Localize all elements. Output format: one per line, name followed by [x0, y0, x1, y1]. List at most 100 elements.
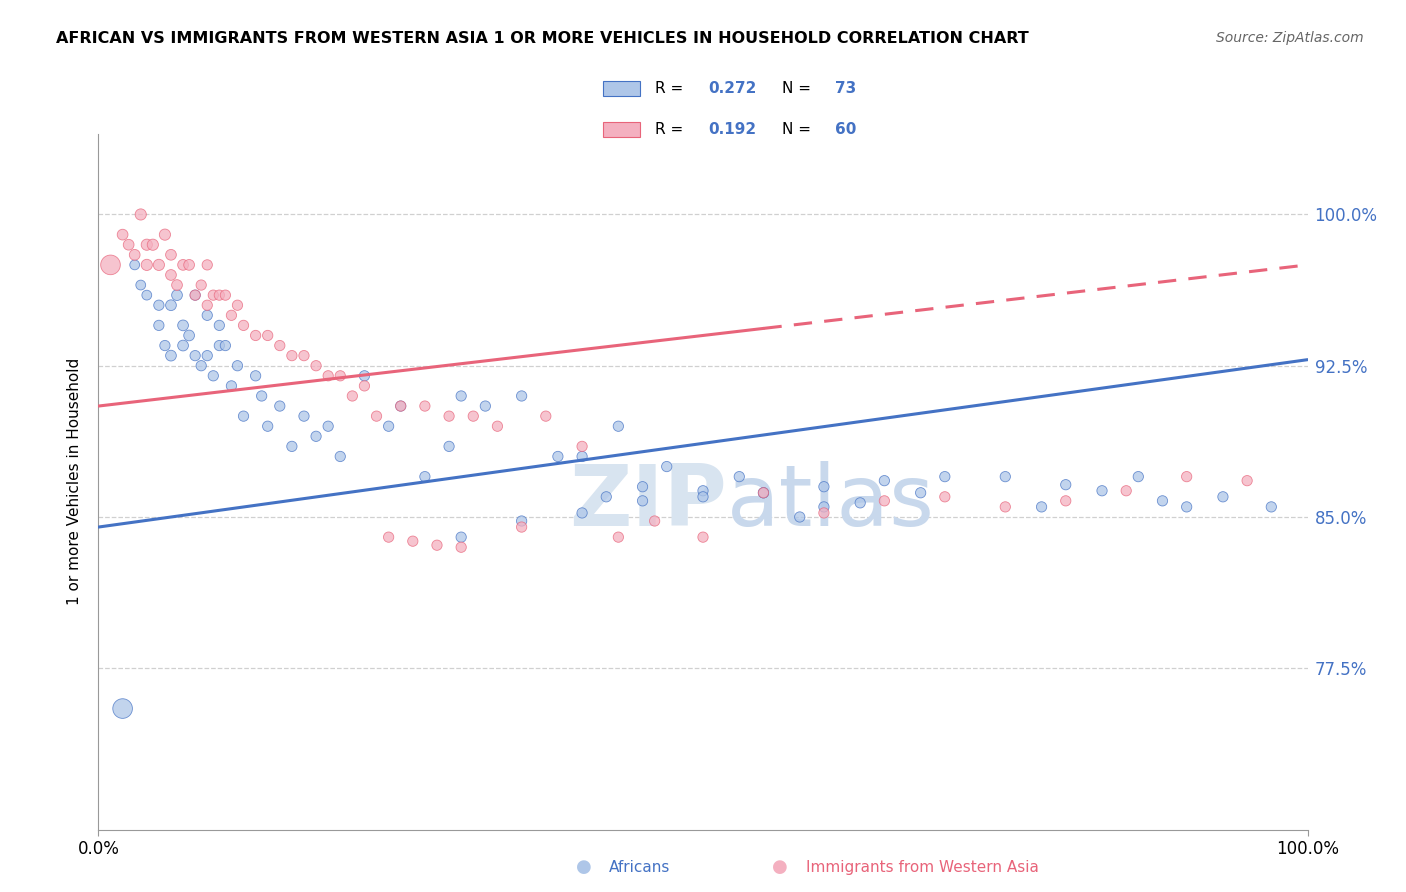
Point	[166, 288, 188, 302]
Point	[195, 349, 218, 363]
Point	[160, 248, 183, 262]
Point	[353, 379, 375, 393]
Text: 60: 60	[835, 122, 856, 136]
Point	[910, 485, 932, 500]
Point	[692, 530, 714, 544]
Point	[184, 288, 207, 302]
Point	[281, 439, 304, 453]
Text: Immigrants from Western Asia: Immigrants from Western Asia	[806, 860, 1039, 874]
Point	[534, 409, 557, 424]
Point	[202, 368, 225, 383]
Point	[160, 298, 183, 312]
Point	[1175, 500, 1198, 514]
Point	[129, 278, 152, 293]
Point	[292, 409, 315, 424]
Point	[179, 258, 201, 272]
Point	[752, 485, 775, 500]
Point	[148, 258, 170, 272]
Point	[160, 349, 183, 363]
Text: atlas: atlas	[727, 461, 935, 544]
Point	[437, 409, 460, 424]
Text: 0.272: 0.272	[709, 81, 756, 96]
Point	[789, 510, 811, 524]
Point	[631, 480, 654, 494]
Point	[160, 268, 183, 282]
Point	[202, 288, 225, 302]
Point	[595, 490, 617, 504]
Point	[692, 483, 714, 498]
Point	[166, 278, 188, 293]
Point	[728, 469, 751, 483]
Point	[184, 349, 207, 363]
Point	[644, 514, 666, 528]
Point	[377, 419, 399, 434]
Text: N =: N =	[782, 81, 815, 96]
Point	[994, 500, 1017, 514]
Point	[571, 506, 593, 520]
Point	[111, 701, 134, 715]
Point	[849, 496, 872, 510]
Y-axis label: 1 or more Vehicles in Household: 1 or more Vehicles in Household	[67, 358, 83, 606]
Point	[232, 318, 254, 333]
Point	[148, 298, 170, 312]
Point	[195, 298, 218, 312]
Point	[195, 258, 218, 272]
Point	[269, 338, 291, 352]
Point	[1054, 493, 1077, 508]
Text: AFRICAN VS IMMIGRANTS FROM WESTERN ASIA 1 OR MORE VEHICLES IN HOUSEHOLD CORRELAT: AFRICAN VS IMMIGRANTS FROM WESTERN ASIA …	[56, 31, 1029, 46]
Point	[305, 359, 328, 373]
Point	[474, 399, 496, 413]
Point	[124, 248, 146, 262]
Point	[124, 258, 146, 272]
Point	[305, 429, 328, 443]
Bar	[603, 122, 640, 137]
Point	[172, 338, 194, 352]
Point	[934, 490, 956, 504]
Point	[934, 469, 956, 483]
Point	[1091, 483, 1114, 498]
Point	[316, 368, 339, 383]
Point	[607, 419, 630, 434]
Point	[571, 439, 593, 453]
Point	[813, 480, 835, 494]
Text: N =: N =	[782, 122, 815, 136]
Point	[1054, 477, 1077, 491]
Point	[1236, 474, 1258, 488]
Point	[510, 520, 533, 534]
Point	[813, 500, 835, 514]
Point	[510, 514, 533, 528]
Point	[190, 278, 212, 293]
Point	[510, 389, 533, 403]
Point	[214, 338, 236, 352]
Point	[245, 368, 267, 383]
Point	[269, 399, 291, 413]
Point	[413, 469, 436, 483]
Point	[250, 389, 273, 403]
Point	[486, 419, 509, 434]
Point	[450, 530, 472, 544]
Point	[1175, 469, 1198, 483]
Bar	[603, 81, 640, 96]
Point	[316, 419, 339, 434]
Point	[172, 318, 194, 333]
Point	[752, 485, 775, 500]
Point	[256, 328, 278, 343]
Point	[232, 409, 254, 424]
Point	[329, 450, 352, 464]
Point	[135, 237, 157, 252]
Point	[329, 368, 352, 383]
Point	[692, 490, 714, 504]
Text: ZIP: ZIP	[569, 461, 727, 544]
Point	[135, 258, 157, 272]
Point	[226, 359, 249, 373]
Text: ●: ●	[772, 858, 789, 876]
Point	[256, 419, 278, 434]
Point	[450, 389, 472, 403]
Text: Source: ZipAtlas.com: Source: ZipAtlas.com	[1216, 31, 1364, 45]
Point	[353, 368, 375, 383]
Text: 73: 73	[835, 81, 856, 96]
Point	[426, 538, 449, 552]
Point	[221, 308, 243, 322]
Text: R =: R =	[655, 81, 689, 96]
Point	[214, 288, 236, 302]
